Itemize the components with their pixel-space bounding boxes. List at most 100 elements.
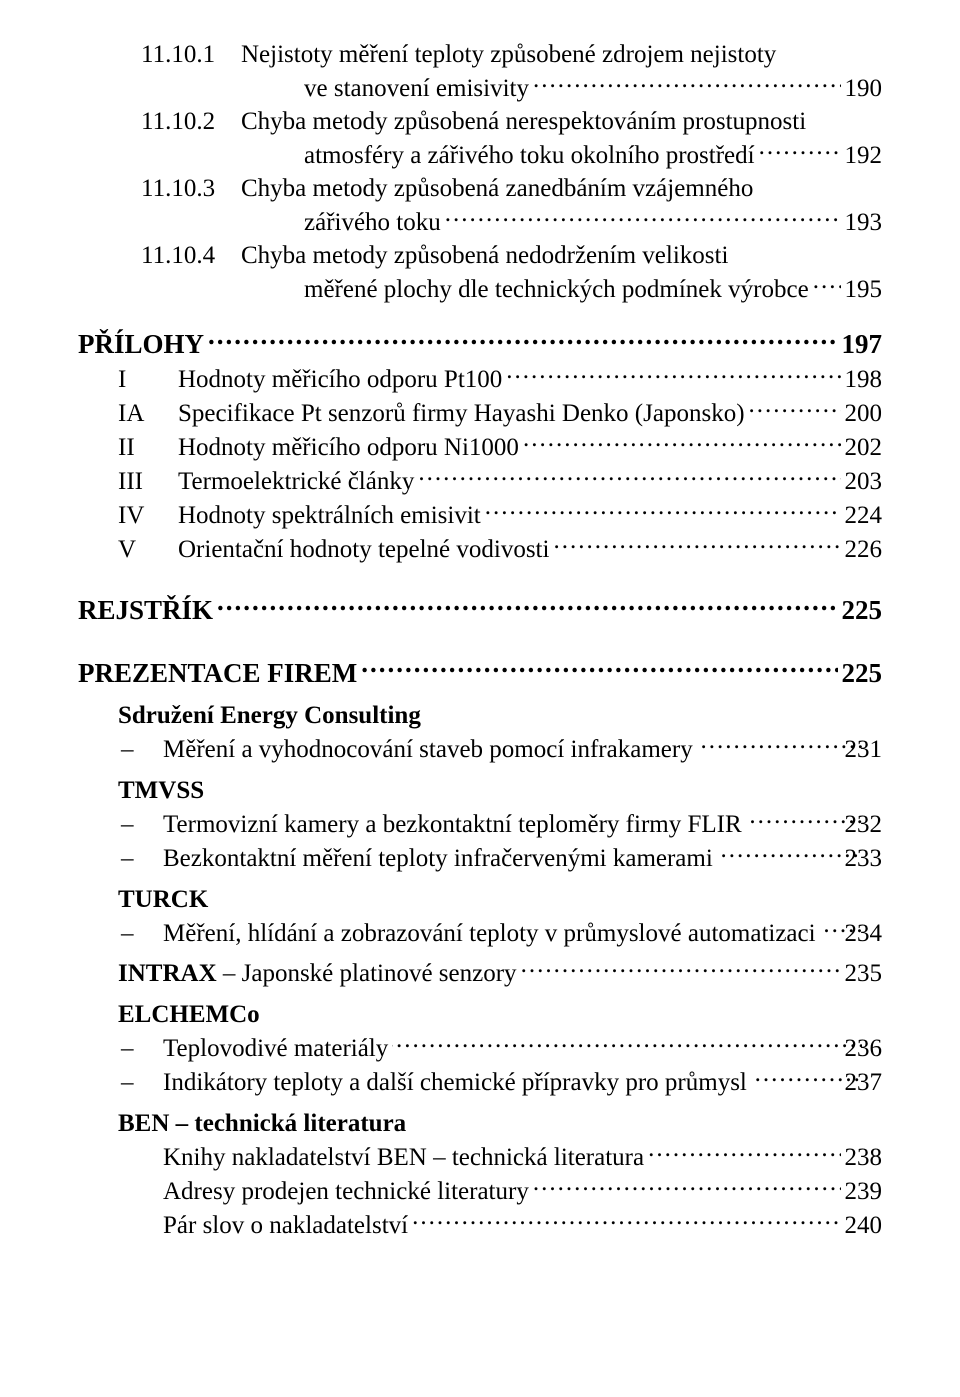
- appendix-text: Hodnoty měřicího odporu Ni1000: [178, 431, 519, 464]
- firm-ben: BEN – technická literatura Knihy naklada…: [78, 1107, 882, 1242]
- sub-cont: měřené plochy dle technických podmínek v…: [141, 273, 809, 306]
- sub-text: Chyba metody způsobená zanedbáním vzájem…: [241, 172, 753, 205]
- firm-turck: TURCK – Měření, hlídání a zobrazování te…: [78, 883, 882, 950]
- leader-dots: [813, 272, 841, 297]
- sub-num: 11.10.2: [141, 105, 241, 138]
- sub-11-10-4: 11.10.4 Chyba metody způsobená nedodržen…: [78, 239, 882, 306]
- firm-item-text: Adresy prodejen technické literatury: [163, 1175, 529, 1208]
- leader-dots: [697, 732, 862, 757]
- firm-elchemco: ELCHEMCo – Teplovodivé materiály 236 – I…: [78, 998, 882, 1099]
- heading-label: REJSTŘÍK: [78, 592, 213, 628]
- firm-item-text: – Termovizní kamery a bezkontaktní teplo…: [163, 808, 742, 841]
- sub-text: Nejistoty měření teploty způsobené zdroj…: [241, 38, 776, 71]
- leader-dots: [521, 956, 841, 981]
- leader-dots: [208, 326, 837, 353]
- heading-prezentace: PREZENTACE FIREM 225: [78, 655, 882, 691]
- page-number: 225: [842, 655, 883, 691]
- appendix-num: II: [118, 431, 178, 464]
- page-number: 202: [845, 431, 883, 464]
- heading-rejstrik: REJSTŘÍK 225: [78, 592, 882, 628]
- page-number: 232: [866, 808, 883, 841]
- firm-title: ELCHEMCo: [78, 998, 882, 1031]
- sub-line-4a: 11.10.4 Chyba metody způsobená nedodržen…: [141, 239, 882, 272]
- firm-item: – Měření a vyhodnocování staveb pomocí i…: [78, 732, 882, 766]
- sub-text: Chyba metody způsobená nedodržením velik…: [241, 239, 728, 272]
- firm-item: – Termovizní kamery a bezkontaktní teplo…: [78, 807, 882, 841]
- firm-title: TMVSS: [78, 774, 882, 807]
- page-number: 239: [845, 1175, 883, 1208]
- sub-line-3a: 11.10.3 Chyba metody způsobená zanedbání…: [141, 172, 882, 205]
- heading-label: PŘÍLOHY: [78, 326, 204, 362]
- sub-line-2b: atmosféry a zářivého toku okolního prost…: [141, 138, 882, 172]
- page-number: 203: [845, 465, 883, 498]
- firm-item: – Teplovodivé materiály 236: [78, 1031, 882, 1065]
- page-number: 237: [866, 1066, 883, 1099]
- appendix-row-II: II Hodnoty měřicího odporu Ni1000 202: [78, 430, 882, 464]
- page-number: 190: [845, 72, 883, 105]
- appendix-num: IV: [118, 499, 178, 532]
- page-number: 200: [845, 397, 883, 430]
- appendix-text: Hodnoty měřicího odporu Pt100: [178, 363, 502, 396]
- leader-dots: [217, 592, 837, 619]
- sub-text: Chyba metody způsobená nerespektováním p…: [241, 105, 806, 138]
- leader-dots: [717, 841, 862, 866]
- firm-intrax: INTRAX – Japonské platinové senzory 235: [78, 956, 882, 990]
- firm-item-text: – Měření a vyhodnocování staveb pomocí i…: [163, 733, 693, 766]
- page-number: 197: [842, 326, 883, 362]
- page-number: 226: [845, 533, 883, 566]
- firm-item-text: – Indikátory teploty a další chemické př…: [163, 1066, 747, 1099]
- firm-item-text: – Bezkontaktní měření teploty infračerve…: [163, 842, 713, 875]
- heading-label: PREZENTACE FIREM: [78, 655, 357, 691]
- page-number: 193: [845, 206, 883, 239]
- page-number: 234: [866, 917, 883, 950]
- sub-11-10-3: 11.10.3 Chyba metody způsobená zanedbání…: [78, 172, 882, 239]
- leader-dots: [445, 205, 841, 230]
- firm-item: Knihy nakladatelství BEN – technická lit…: [78, 1140, 882, 1174]
- page-number: 231: [866, 733, 883, 766]
- firm-item: – Indikátory teploty a další chemické př…: [78, 1065, 882, 1099]
- leader-dots: [648, 1140, 840, 1165]
- sub-cont: atmosféry a zářivého toku okolního prost…: [141, 139, 755, 172]
- leader-dots: [820, 916, 862, 941]
- firm-title: BEN – technická literatura: [78, 1107, 882, 1140]
- leader-dots: [533, 1174, 841, 1199]
- appendix-text: Hodnoty spektrálních emisivit: [178, 499, 481, 532]
- leader-dots: [553, 532, 840, 557]
- appendix-text: Orientační hodnoty tepelné vodivosti: [178, 533, 549, 566]
- leader-dots: [759, 138, 841, 163]
- firm-item: – Bezkontaktní měření teploty infračerve…: [78, 841, 882, 875]
- sub-line-1b: ve stanovení emisivity 190: [141, 71, 882, 105]
- firm-item: Adresy prodejen technické literatury 239: [78, 1174, 882, 1208]
- leader-dots: [749, 396, 841, 421]
- sub-11-10-2: 11.10.2 Chyba metody způsobená nerespekt…: [78, 105, 882, 172]
- firm-inline-label: INTRAX – Japonské platinové senzory: [118, 957, 517, 990]
- leader-dots: [485, 498, 841, 523]
- leader-dots: [506, 362, 840, 387]
- firm-item: Pár slov o nakladatelství 240: [78, 1208, 882, 1242]
- appendix-row-I: I Hodnoty měřicího odporu Pt100 198: [78, 362, 882, 396]
- firm-tmvss: TMVSS – Termovizní kamery a bezkontaktní…: [78, 774, 882, 875]
- firm-item-text: Knihy nakladatelství BEN – technická lit…: [163, 1141, 644, 1174]
- page-number: 235: [845, 957, 883, 990]
- appendix-text: Specifikace Pt senzorů firmy Hayashi Den…: [178, 397, 745, 430]
- leader-dots: [361, 655, 837, 682]
- sub-11-10-1: 11.10.1 Nejistoty měření teploty způsobe…: [78, 38, 882, 105]
- toc-page: 11.10.1 Nejistoty měření teploty způsobe…: [0, 0, 960, 1282]
- leader-dots: [412, 1208, 840, 1233]
- appendix-num: IA: [118, 397, 178, 430]
- page-number: 192: [845, 139, 883, 172]
- appendix-num: V: [118, 533, 178, 566]
- page-number: 198: [845, 363, 883, 396]
- sub-line-4b: měřené plochy dle technických podmínek v…: [141, 272, 882, 306]
- sub-line-2a: 11.10.2 Chyba metody způsobená nerespekt…: [141, 105, 882, 138]
- sub-line-3b: zářivého toku 193: [141, 205, 882, 239]
- leader-dots: [523, 430, 841, 455]
- page-number: 240: [845, 1209, 883, 1242]
- leader-dots: [418, 464, 840, 489]
- firm-item-text: – Teplovodivé materiály: [163, 1032, 388, 1065]
- page-number: 238: [845, 1141, 883, 1174]
- firm-item-text: – Měření, hlídání a zobrazování teploty …: [163, 917, 816, 950]
- sub-num: 11.10.4: [141, 239, 241, 272]
- firm-title: TURCK: [78, 883, 882, 916]
- leader-dots: [392, 1031, 861, 1056]
